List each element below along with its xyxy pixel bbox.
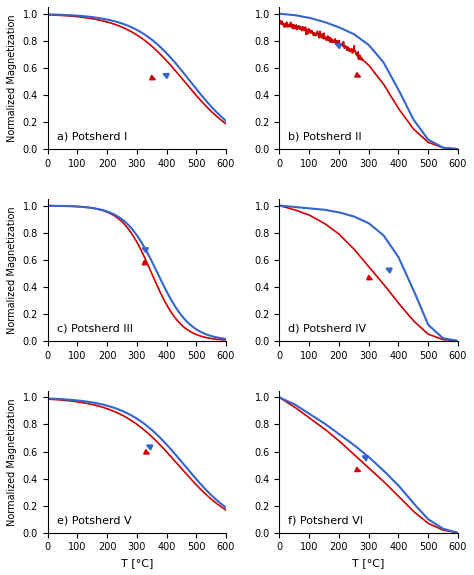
Y-axis label: Normalized Magnetization: Normalized Magnetization [7,14,17,142]
Text: e) Potsherd V: e) Potsherd V [56,516,131,526]
X-axis label: T [°C]: T [°C] [120,558,153,568]
Text: d) Potsherd IV: d) Potsherd IV [288,324,366,334]
Y-axis label: Normalized Magnetization: Normalized Magnetization [7,206,17,334]
Text: b) Potsherd II: b) Potsherd II [288,132,362,142]
Text: c) Potsherd III: c) Potsherd III [56,324,133,334]
X-axis label: T [°C]: T [°C] [353,558,385,568]
Text: f) Potsherd VI: f) Potsherd VI [288,516,364,526]
Text: a) Potsherd I: a) Potsherd I [56,132,127,142]
Y-axis label: Normalized Magnetization: Normalized Magnetization [7,398,17,526]
